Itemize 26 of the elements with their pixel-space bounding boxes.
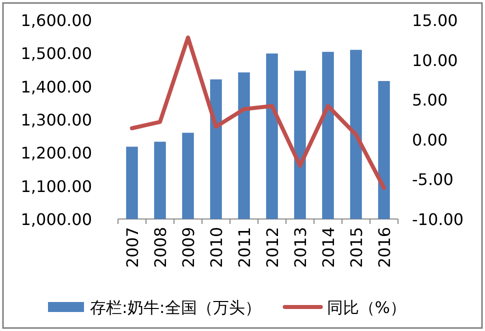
legend-label: 存栏:奶牛:全国（万头）	[90, 298, 261, 317]
y-tick-label: 1,000.00	[20, 210, 92, 229]
y2-tick-label: 10.00	[412, 50, 458, 70]
y2-tick-label: -10.00	[412, 210, 464, 229]
y-tick-label: 1,200.00	[20, 144, 92, 163]
y2-tick-label: 5.00	[412, 90, 448, 110]
legend-label: 同比（%）	[326, 298, 406, 317]
x-tick-label: 2016	[375, 227, 394, 268]
x-tick-label: 2009	[179, 227, 198, 268]
x-tick-label: 2013	[291, 227, 310, 268]
y-tick-label: 1,400.00	[20, 77, 92, 96]
y-tick-label: 1,100.00	[20, 176, 92, 196]
y2-tick-label: 15.00	[412, 11, 458, 30]
y-tick-label: 1,300.00	[20, 110, 92, 130]
y-tick-label: 1,500.00	[20, 44, 92, 64]
x-tick-label: 2014	[319, 227, 338, 268]
x-tick-label: 2007	[123, 227, 142, 268]
y2-tick-label: -5.00	[412, 170, 454, 190]
x-tick-label: 2008	[151, 227, 170, 268]
x-tick-label: 2012	[263, 227, 282, 268]
line-series	[130, 36, 386, 190]
x-tick-label: 2011	[235, 227, 254, 268]
x-tick-label: 2015	[347, 227, 366, 268]
y-tick-label: 1,600.00	[20, 11, 92, 30]
x-tick-label: 2010	[207, 227, 226, 268]
y2-tick-label: 0.00	[412, 130, 448, 150]
